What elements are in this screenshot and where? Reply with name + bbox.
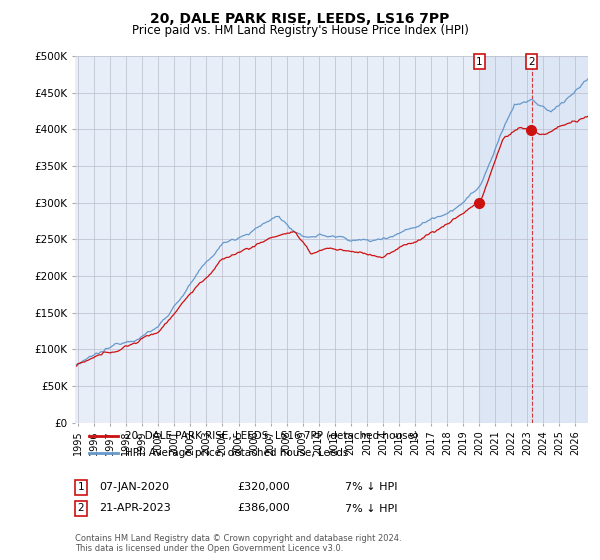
Text: 7% ↓ HPI: 7% ↓ HPI	[345, 482, 398, 492]
Text: Price paid vs. HM Land Registry's House Price Index (HPI): Price paid vs. HM Land Registry's House …	[131, 24, 469, 37]
Text: 2: 2	[528, 57, 535, 67]
Text: 1: 1	[476, 57, 483, 67]
Text: 1: 1	[77, 482, 85, 492]
Text: HPI: Average price, detached house, Leeds: HPI: Average price, detached house, Leed…	[125, 448, 349, 458]
Text: 7% ↓ HPI: 7% ↓ HPI	[345, 503, 398, 514]
Text: 2: 2	[77, 503, 85, 514]
Text: 21-APR-2023: 21-APR-2023	[99, 503, 171, 514]
Text: 20, DALE PARK RISE, LEEDS, LS16 7PP: 20, DALE PARK RISE, LEEDS, LS16 7PP	[151, 12, 449, 26]
Text: £386,000: £386,000	[237, 503, 290, 514]
Text: Contains HM Land Registry data © Crown copyright and database right 2024.
This d: Contains HM Land Registry data © Crown c…	[75, 534, 401, 553]
Text: £320,000: £320,000	[237, 482, 290, 492]
Text: 07-JAN-2020: 07-JAN-2020	[99, 482, 169, 492]
Bar	[479, 56, 600, 423]
Text: 20, DALE PARK RISE, LEEDS, LS16 7PP (detached house): 20, DALE PARK RISE, LEEDS, LS16 7PP (det…	[125, 431, 418, 441]
